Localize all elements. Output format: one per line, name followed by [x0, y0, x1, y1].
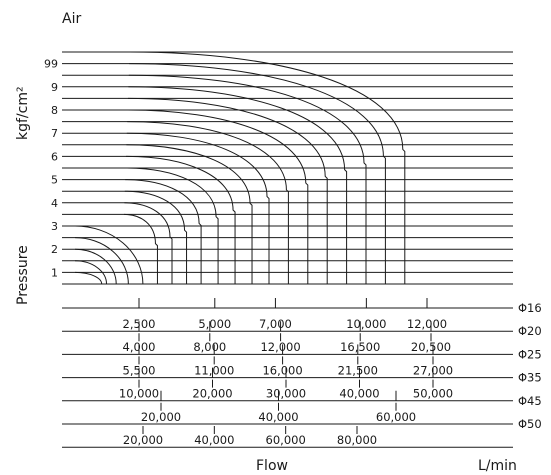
x-axis-label: Flow	[256, 458, 288, 474]
scale-tick-label: 60,000	[266, 433, 306, 447]
scale-name: Φ50	[518, 417, 542, 431]
scale-tick-label: 40,000	[194, 433, 234, 447]
scale-tick-label: 12,000	[407, 317, 447, 331]
scale-name: Φ45	[518, 394, 542, 408]
y-tick-label: 5	[51, 174, 58, 187]
flow-curve	[124, 202, 173, 284]
scale-name: Φ25	[518, 347, 542, 361]
flow-curve	[128, 86, 348, 284]
flow-curve	[125, 155, 236, 284]
scale-name: Φ20	[518, 324, 542, 338]
scale-tick-label: 20,000	[192, 387, 232, 401]
scale-tick-label: 20,000	[141, 410, 181, 424]
flow-curve	[129, 51, 406, 284]
scale-tick-label: 8,000	[193, 340, 226, 354]
chart-title: Air	[62, 11, 81, 27]
flow-curve	[123, 213, 158, 284]
y-axis-unit: kgf/cm²	[15, 86, 31, 140]
scale-tick-label: 12,000	[260, 340, 300, 354]
flow-curve	[74, 248, 117, 285]
curve-group	[74, 51, 406, 285]
flow-curve	[125, 167, 219, 284]
flow-curve	[127, 109, 309, 284]
scale-name: Φ35	[518, 371, 542, 385]
scale-tick-label: 40,000	[258, 410, 298, 424]
scale-tick-label: 7,000	[259, 317, 292, 331]
y-tick-label: 3	[51, 220, 58, 233]
scale-name: Φ16	[518, 301, 542, 315]
flow-curve	[126, 144, 253, 284]
flow-curve	[74, 225, 144, 285]
scale-tick-label: 16,000	[262, 363, 302, 377]
scale-tick-label: 5,000	[198, 317, 231, 331]
scale-tick-label: 30,000	[266, 387, 306, 401]
y-tick-label: 2	[51, 243, 58, 256]
flow-curve	[126, 132, 270, 284]
scale-tick-label: 21,500	[338, 363, 378, 377]
scale-tick-label: 20,500	[411, 340, 451, 354]
y-tick-label: 8	[51, 104, 58, 117]
scale-tick-label: 10,000	[119, 387, 159, 401]
scale-tick-label: 60,000	[376, 410, 416, 424]
x-axis-unit: L/min	[478, 458, 517, 474]
scale-tick-label: 20,000	[123, 433, 163, 447]
scale-tick-label: 11,000	[194, 363, 234, 377]
scale-tick-label: 80,000	[337, 433, 377, 447]
scale-tick-label: 40,000	[339, 387, 379, 401]
y-tick-label: 7	[51, 127, 58, 140]
scale-tick-label: 16,500	[340, 340, 380, 354]
y-tick-label: 1	[51, 266, 58, 279]
y-tick-label: 99	[44, 58, 58, 71]
y-tick-label: 9	[51, 81, 58, 94]
flow-curve	[74, 260, 108, 285]
flow-curve	[129, 63, 386, 284]
scale-tick-label: 50,000	[413, 387, 453, 401]
flow-curve	[125, 179, 202, 284]
y-tick-label: 6	[51, 150, 58, 163]
scale-tick-label: 10,000	[346, 317, 386, 331]
flow-curve	[124, 190, 188, 284]
flow-curve	[74, 271, 103, 285]
flow-curve	[127, 121, 289, 284]
y-axis-label: Pressure	[15, 245, 31, 305]
flow-curve	[128, 74, 367, 284]
flow-curve	[74, 237, 129, 285]
flow-curve	[127, 97, 328, 284]
y-tick-label: 4	[51, 197, 58, 210]
